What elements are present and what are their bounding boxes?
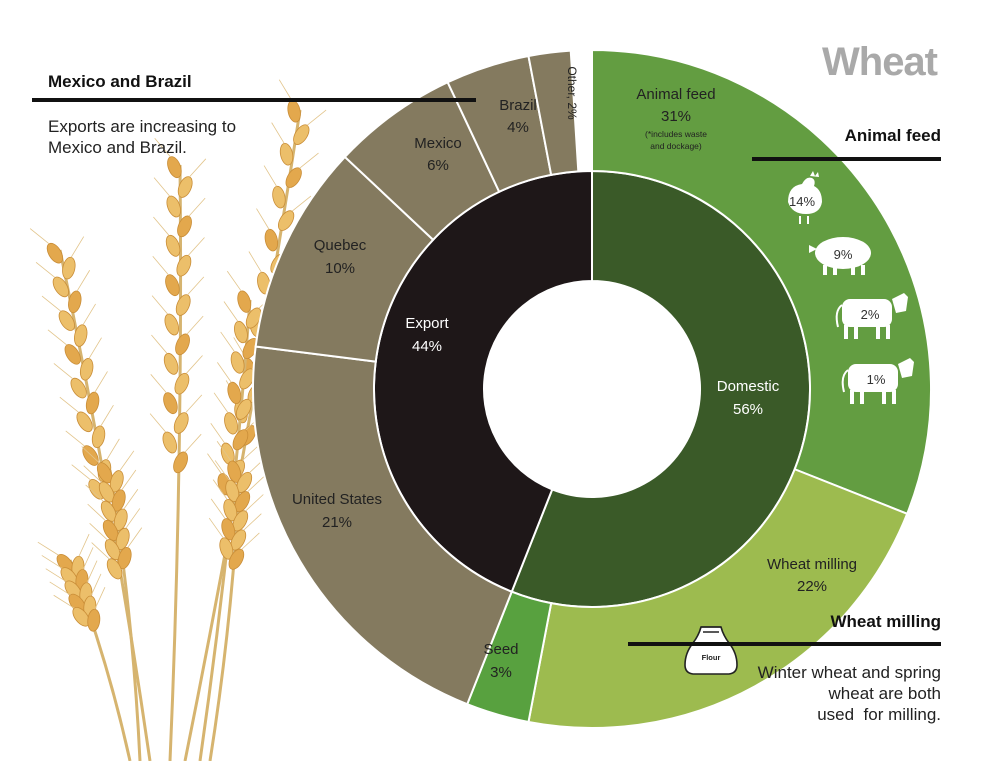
- slice-label: 10%: [325, 260, 355, 277]
- slice-label: Animal feed: [636, 86, 715, 103]
- flour-bag-label: Flour: [702, 653, 721, 662]
- slice-label: Domestic: [717, 378, 780, 395]
- slice-label: Wheat milling: [767, 556, 857, 573]
- wheat-milling-text: Winter wheat and spring wheat are both u…: [758, 662, 941, 725]
- donut-slice-other: [527, 49, 580, 177]
- wheat-milling-text-line: wheat are both: [828, 684, 941, 703]
- animal-feed-share-label: 2%: [861, 307, 880, 322]
- animal-feed-share-label: 1%: [867, 372, 886, 387]
- mexico-brazil-text: Exports are increasing to Mexico and Bra…: [48, 116, 236, 158]
- slice-label: 22%: [797, 578, 827, 595]
- slice-label: 4%: [507, 119, 529, 136]
- slice-label: Export: [405, 315, 449, 332]
- slice-label: Quebec: [314, 237, 367, 254]
- slice-label: (*includes waste: [645, 129, 707, 139]
- chart-title: Wheat: [822, 40, 938, 84]
- chicken-icon: 14%: [788, 171, 822, 224]
- slice-label: and dockage): [650, 141, 702, 151]
- slice-label: Seed: [483, 641, 518, 658]
- slice-label: Other,: [565, 66, 579, 102]
- animal-feed-share-label: 14%: [789, 194, 815, 209]
- animal-feed-rule: [752, 157, 941, 161]
- donut-labels: Domestic 56% Export 44% Animal feed 31% (*incl…: [292, 66, 857, 681]
- mexico-brazil-text-line: Mexico and Brazil.: [48, 138, 187, 157]
- slice-label: Brazil: [499, 97, 537, 114]
- svg-text:Other, 2%: Other, 2%: [565, 66, 579, 120]
- mexico-brazil-heading: Mexico and Brazil: [48, 72, 192, 91]
- animal-feed-heading: Animal feed: [844, 126, 941, 145]
- cow-icon: 1%: [841, 358, 914, 404]
- wheat-milling-text-line: Winter wheat and spring: [757, 663, 941, 682]
- slice-label: 6%: [427, 157, 449, 174]
- slice-label: 31%: [661, 108, 691, 125]
- cow-icon: 2%: [835, 293, 908, 339]
- slice-label: 2%: [565, 102, 579, 120]
- slice-label: 21%: [322, 514, 352, 531]
- animal-feed-icons: 14% 9% 2% 1%: [788, 171, 914, 404]
- pig-icon: 9%: [809, 237, 871, 275]
- slice-label: 3%: [490, 664, 512, 681]
- mexico-brazil-text-line: Exports are increasing to: [48, 117, 237, 136]
- slice-label: 56%: [733, 401, 763, 418]
- donut-slice-united-states: [252, 345, 514, 706]
- mexico-brazil-rule: [32, 98, 476, 102]
- slice-label: United States: [292, 491, 382, 508]
- wheat-milling-text-line: used for milling.: [817, 705, 941, 724]
- animal-feed-share-label: 9%: [834, 247, 853, 262]
- donut-slice-animal-feed: [591, 48, 932, 516]
- slice-label: 44%: [412, 338, 442, 355]
- donut-slice-wheat-milling: [527, 467, 909, 729]
- wheat-milling-rule: [628, 642, 941, 646]
- wheat-milling-heading: Wheat milling: [830, 612, 942, 631]
- donut-chart: [252, 48, 932, 729]
- wheat-stalks-illustration: [29, 79, 327, 761]
- slice-label: Mexico: [414, 135, 462, 152]
